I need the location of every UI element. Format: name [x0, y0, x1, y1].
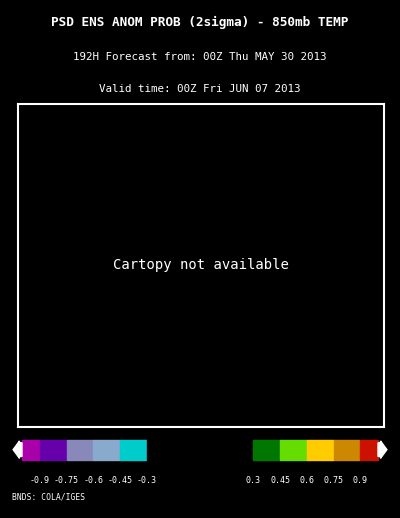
- Text: 0.45: 0.45: [270, 476, 290, 485]
- Text: 192H Forecast from: 00Z Thu MAY 30 2013: 192H Forecast from: 00Z Thu MAY 30 2013: [73, 52, 327, 62]
- Text: -0.45: -0.45: [107, 476, 132, 485]
- Bar: [66, 440, 93, 459]
- Text: BNDS: COLA/IGES: BNDS: COLA/IGES: [12, 492, 85, 501]
- Text: PSD ENS ANOM PROB (2sigma) - 850mb TEMP: PSD ENS ANOM PROB (2sigma) - 850mb TEMP: [51, 16, 349, 29]
- FancyArrow shape: [13, 441, 22, 458]
- Text: 0.9: 0.9: [353, 476, 368, 485]
- FancyArrow shape: [378, 441, 387, 458]
- Bar: [93, 440, 120, 459]
- Text: -0.75: -0.75: [54, 476, 79, 485]
- Text: 0.6: 0.6: [299, 476, 314, 485]
- Bar: [40, 440, 66, 459]
- Bar: [280, 440, 307, 459]
- Bar: [254, 440, 280, 459]
- Bar: [360, 440, 378, 459]
- Bar: [307, 440, 334, 459]
- Text: Valid time: 00Z Fri JUN 07 2013: Valid time: 00Z Fri JUN 07 2013: [99, 84, 301, 94]
- Bar: [146, 440, 254, 459]
- Text: 0.3: 0.3: [246, 476, 261, 485]
- Text: Cartopy not available: Cartopy not available: [113, 258, 289, 272]
- Bar: [22, 440, 40, 459]
- Text: 0.75: 0.75: [324, 476, 344, 485]
- Bar: [334, 440, 360, 459]
- Bar: [120, 440, 146, 459]
- Text: -0.9: -0.9: [30, 476, 50, 485]
- Text: -0.3: -0.3: [136, 476, 157, 485]
- Text: -0.6: -0.6: [83, 476, 103, 485]
